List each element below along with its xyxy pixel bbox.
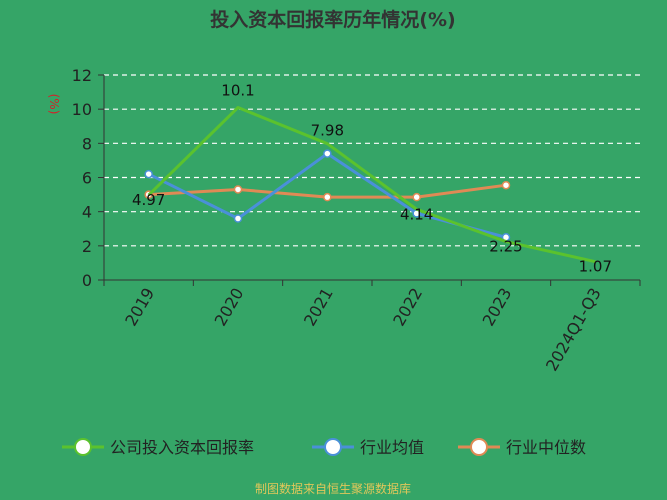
x-tick-label: 2022	[389, 285, 426, 330]
series-lines	[144, 105, 596, 264]
y-tick-label: 12	[72, 66, 92, 85]
x-tick-label: 2024Q1-Q3	[542, 285, 605, 375]
legend-label: 行业中位数	[506, 438, 586, 457]
series-point-1	[323, 149, 332, 158]
x-tick-label: 2020	[211, 285, 248, 330]
series-point-2	[323, 192, 332, 202]
y-tick-label: 10	[72, 100, 92, 119]
data-label: 10.1	[221, 81, 254, 99]
series-point-2	[412, 192, 421, 202]
y-tick-label: 4	[82, 203, 92, 222]
data-label: 7.98	[311, 122, 344, 140]
x-tick-label: 2019	[121, 285, 158, 330]
data-label: 4.14	[400, 205, 433, 223]
series-point-1	[144, 169, 153, 179]
data-label: 4.97	[132, 191, 165, 209]
series-line-0	[147, 105, 596, 264]
data-label: 2.25	[489, 238, 522, 256]
legend-label: 行业均值	[360, 438, 424, 457]
data-label: 1.07	[579, 258, 612, 276]
x-tick-label: 2023	[479, 285, 516, 330]
y-tick-label: 6	[82, 169, 92, 188]
x-tick-label: 2021	[300, 285, 337, 330]
legend-swatch-marker	[74, 438, 92, 456]
data-labels: 4.97 10.1 7.98 4.14 2.25 1.07	[132, 81, 612, 275]
series-point-2	[233, 185, 243, 194]
source-note: 制图数据来自恒生聚源数据库	[255, 481, 411, 496]
legend-swatch-marker	[470, 438, 488, 456]
legend-swatch-marker	[324, 438, 342, 456]
y-tick-label: 2	[82, 237, 92, 256]
axes: 0 2 4 6 8 10 12 2019 2020 2021 2022 2023 2024Q1-Q3	[72, 66, 641, 375]
y-tick-label: 0	[82, 271, 92, 290]
legend-label: 公司投入资本回报率	[110, 438, 254, 457]
y-axis-unit: (%)	[47, 94, 61, 115]
y-tick-label: 8	[82, 134, 92, 153]
series-point-2	[501, 180, 511, 190]
series-point-1	[233, 214, 243, 223]
chart-title: 投入资本回报率历年情况(%)	[210, 8, 455, 31]
legend: 公司投入资本回报率 行业均值 行业中位数	[62, 438, 586, 457]
